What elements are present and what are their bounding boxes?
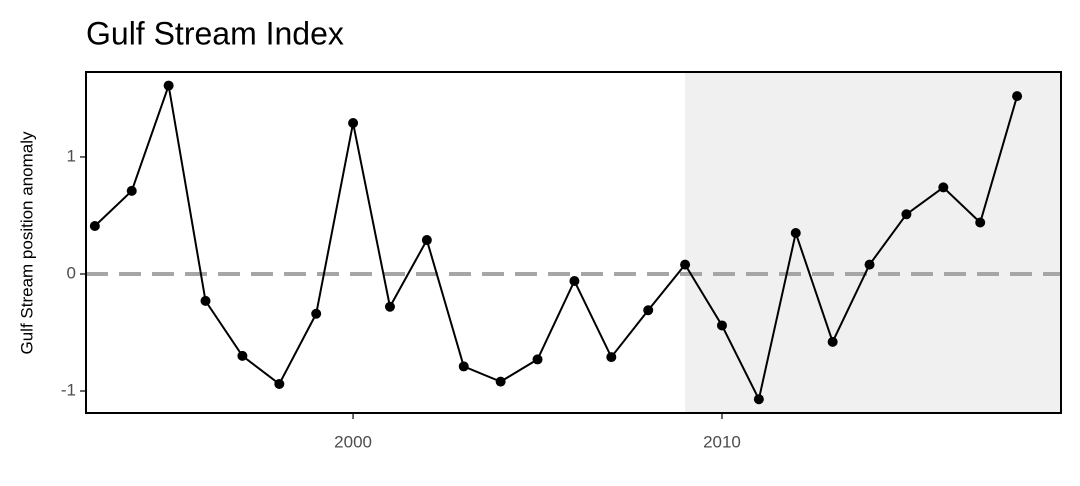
data-point — [1012, 91, 1023, 102]
data-point — [126, 185, 137, 196]
data-point — [532, 354, 543, 365]
plot-border — [85, 71, 1062, 414]
data-point — [643, 305, 654, 316]
data-point — [163, 80, 174, 91]
x-tick-label: 2010 — [703, 432, 741, 451]
data-point — [237, 350, 248, 361]
x-tick-label: 2000 — [334, 432, 372, 451]
data-point — [753, 394, 764, 405]
data-point — [864, 259, 875, 270]
chart-title: Gulf Stream Index — [86, 15, 344, 51]
y-tick-label: 0 — [67, 263, 76, 282]
data-point — [274, 378, 285, 389]
data-point — [421, 235, 432, 246]
data-point — [458, 361, 469, 372]
data-point — [311, 308, 322, 319]
data-point — [495, 376, 506, 387]
series-line — [94, 81, 1019, 403]
shaded-region — [685, 72, 1061, 413]
data-point — [89, 221, 100, 231]
data-point — [827, 336, 838, 347]
data-point — [384, 301, 395, 312]
data-point — [680, 259, 691, 270]
data-point — [938, 182, 949, 193]
data-point — [348, 118, 359, 129]
data-point — [200, 295, 211, 306]
data-point — [975, 217, 986, 228]
y-tick-label: -1 — [61, 380, 76, 399]
data-point — [716, 320, 727, 331]
data-point — [606, 352, 617, 363]
data-point — [569, 276, 580, 286]
data-point — [790, 228, 801, 239]
y-tick-label: 1 — [67, 146, 76, 165]
y-axis-label: Gulf Stream position anomaly — [17, 131, 36, 354]
data-point — [901, 209, 912, 220]
